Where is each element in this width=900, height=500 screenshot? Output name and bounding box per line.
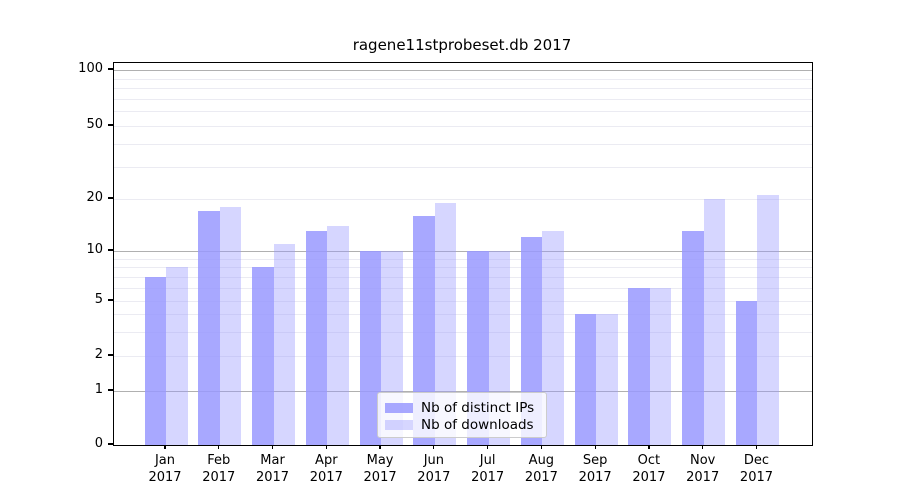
bar-distinct-ips-sep <box>574 314 597 445</box>
bar-downloads-nov <box>703 199 726 445</box>
bar-downloads-jun <box>434 202 457 445</box>
gridline-minor <box>114 258 812 260</box>
x-tick-label-jul: Jul 2017 <box>471 453 505 485</box>
y-tick <box>108 443 113 445</box>
gridline-minor <box>114 199 812 200</box>
y-tick-label: 0 <box>94 436 103 451</box>
x-tick-label-nov: Nov 2017 <box>686 453 720 485</box>
x-tick <box>594 445 596 449</box>
x-tick-label-dec: Dec 2017 <box>739 453 774 485</box>
bar-downloads-feb <box>219 206 242 445</box>
x-tick-label-mar: Mar 2017 <box>255 453 290 485</box>
x-tick <box>218 445 220 449</box>
x-tick-label-sep: Sep 2017 <box>578 453 612 485</box>
bar-downloads-dec <box>757 195 779 445</box>
x-tick-label-oct: Oct 2017 <box>632 453 666 485</box>
bar-downloads-apr <box>327 225 349 445</box>
legend-label-downloads: Nb of downloads <box>421 416 534 433</box>
plot-area <box>113 62 813 446</box>
bar-distinct-ips-may <box>359 251 382 445</box>
legend-swatch-downloads <box>385 419 413 430</box>
y-tick <box>108 68 113 70</box>
x-tick <box>325 445 327 449</box>
gridline-minor <box>114 78 812 80</box>
bar-distinct-ips-apr <box>305 231 328 445</box>
bar-downloads-oct <box>649 287 672 445</box>
bar-distinct-ips-feb <box>198 211 220 445</box>
gridline-minor <box>114 126 812 127</box>
x-tick <box>433 445 435 449</box>
x-tick <box>271 445 274 449</box>
x-tick-label-jan: Jan 2017 <box>148 453 182 485</box>
gridline-major <box>114 251 812 252</box>
gridline-major <box>114 70 812 71</box>
legend: Nb of distinct IPs Nb of downloads <box>377 392 547 438</box>
x-tick-label-jun: Jun 2017 <box>417 453 451 485</box>
bar-distinct-ips-mar <box>252 267 274 445</box>
y-tick-label: 20 <box>86 190 103 205</box>
legend-label-distinct-ips: Nb of distinct IPs <box>421 399 535 416</box>
x-tick-label-apr: Apr 2017 <box>309 453 343 485</box>
gridline-minor <box>114 331 812 333</box>
y-tick-label: 2 <box>94 347 103 362</box>
x-tick <box>164 445 166 449</box>
gridline-minor <box>114 143 812 145</box>
gridline-minor <box>114 314 812 316</box>
bar-distinct-ips-jan <box>144 276 166 445</box>
y-tick-label: 100 <box>78 61 103 76</box>
y-tick <box>108 124 113 126</box>
x-tick-label-may: May 2017 <box>363 453 397 485</box>
y-tick <box>108 197 113 199</box>
x-tick <box>702 445 704 449</box>
gridline-minor <box>114 98 812 100</box>
gridline-minor <box>114 287 812 289</box>
bar-distinct-ips-nov <box>682 231 704 445</box>
bar-distinct-ips-dec <box>735 301 758 445</box>
x-tick <box>379 445 381 449</box>
x-tick <box>487 445 489 449</box>
bar-downloads-mar <box>273 243 296 445</box>
y-tick-label: 10 <box>86 242 103 257</box>
bar-downloads-aug <box>542 231 564 445</box>
y-tick-label: 1 <box>94 382 103 397</box>
bar-distinct-ips-oct <box>628 287 650 445</box>
gridline-minor <box>114 276 812 278</box>
y-tick <box>108 249 113 251</box>
y-tick <box>108 354 113 356</box>
y-tick-label: 50 <box>86 117 103 132</box>
gridline-major <box>114 391 812 392</box>
x-tick-label-aug: Aug 2017 <box>524 453 558 485</box>
gridline-minor <box>114 111 812 113</box>
y-tick <box>108 389 113 391</box>
x-tick <box>648 445 650 449</box>
y-tick-label: 5 <box>94 292 103 307</box>
gridline-minor <box>114 356 812 357</box>
bar-downloads-sep <box>596 314 618 445</box>
gridline-minor <box>114 301 812 302</box>
gridline-minor <box>114 267 812 269</box>
gridline-minor <box>114 88 812 90</box>
x-tick <box>540 445 542 449</box>
legend-swatch-distinct-ips <box>385 402 413 413</box>
bar-distinct-ips-jun <box>413 215 435 445</box>
x-tick <box>755 445 758 449</box>
bar-downloads-jan <box>166 267 188 445</box>
y-tick <box>108 299 113 301</box>
gridline-minor <box>114 166 812 168</box>
x-tick-label-feb: Feb 2017 <box>202 453 236 485</box>
legend-item-distinct-ips: Nb of distinct IPs <box>385 399 538 416</box>
legend-item-downloads: Nb of downloads <box>385 416 538 433</box>
chart-title: ragene11stprobeset.db 2017 <box>352 36 572 54</box>
